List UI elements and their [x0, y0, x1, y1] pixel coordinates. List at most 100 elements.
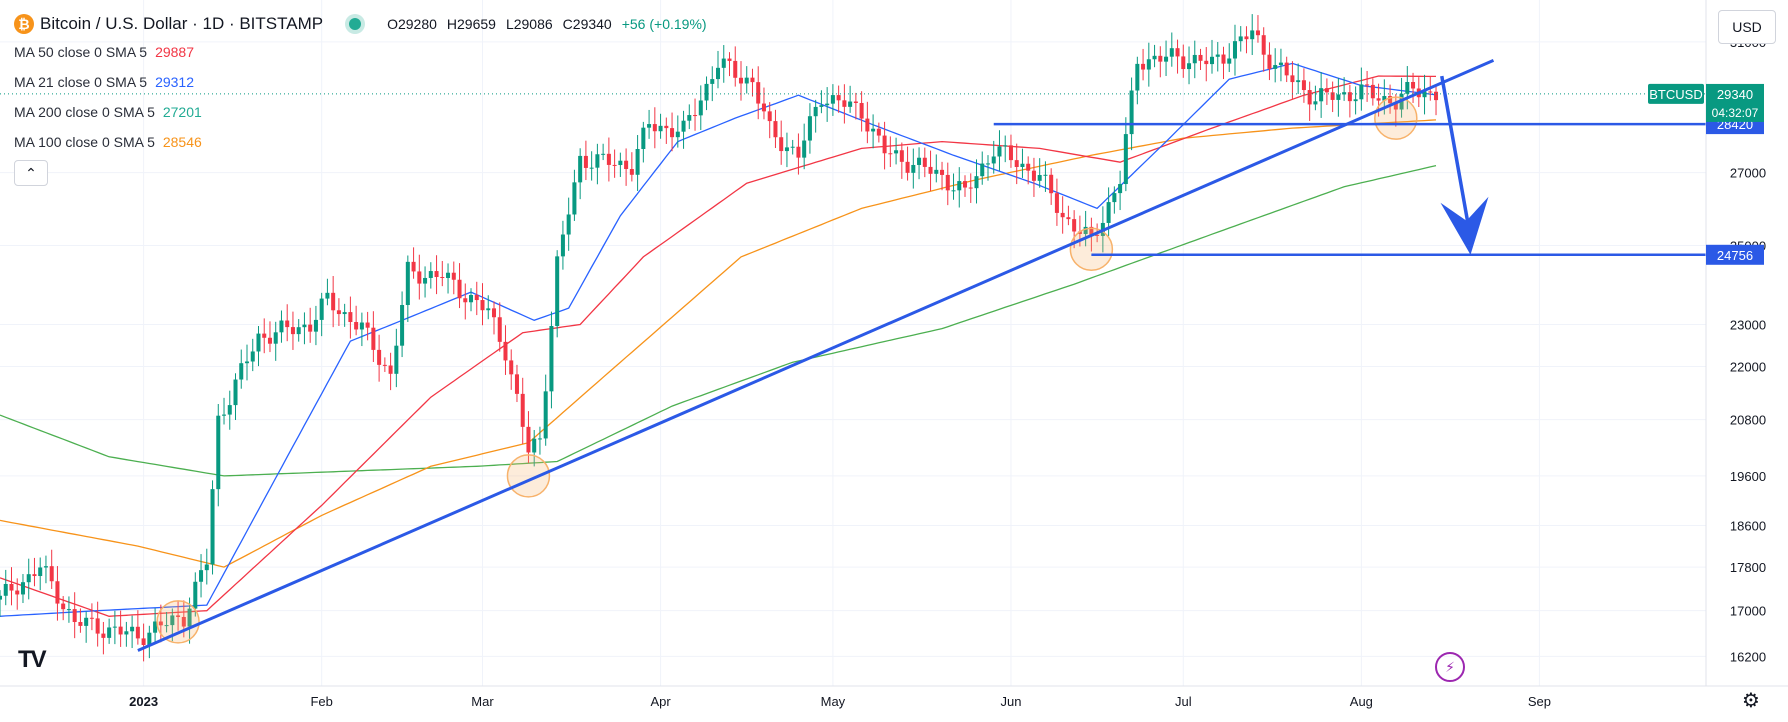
- gear-icon[interactable]: ⚙: [1742, 690, 1760, 712]
- candle: [38, 557, 43, 591]
- x-tick-label: May: [821, 694, 846, 709]
- candle: [1192, 40, 1197, 79]
- candle: [491, 301, 497, 335]
- candle: [66, 596, 71, 623]
- candle: [331, 276, 336, 328]
- market-open-icon: [349, 18, 362, 30]
- candle: [784, 132, 789, 168]
- legend-label: MA 200 close 0 SMA 5: [14, 104, 155, 120]
- legend-ma21[interactable]: MA 21 close 0 SMA 5 29312: [14, 74, 194, 90]
- ma50-path: [0, 75, 1436, 617]
- x-tick-label: Mar: [471, 694, 494, 709]
- candle: [1123, 117, 1128, 192]
- candle: [687, 104, 692, 130]
- candle: [968, 173, 973, 203]
- drawings: [0, 58, 1706, 652]
- lightning-icon[interactable]: ⚡: [1435, 652, 1465, 682]
- candle: [675, 115, 680, 148]
- change-value: +56 (+0.19%): [621, 16, 707, 32]
- candle: [1284, 56, 1289, 83]
- candle: [1232, 24, 1237, 76]
- x-tick-label: Apr: [650, 694, 671, 709]
- candle: [871, 114, 876, 149]
- candle: [560, 220, 565, 270]
- candle: [721, 45, 726, 83]
- candle: [1141, 48, 1146, 81]
- candle: [1411, 72, 1416, 103]
- candle: [1215, 42, 1220, 72]
- candle: [543, 374, 548, 446]
- candle: [853, 92, 858, 120]
- candle: [112, 610, 117, 645]
- grid: [0, 0, 1706, 686]
- candle: [848, 85, 853, 113]
- ma-100-line: [0, 119, 1437, 568]
- chevron-up-icon: ⌃: [25, 164, 37, 181]
- candle: [1301, 68, 1306, 103]
- candle: [417, 254, 422, 300]
- candle: [1169, 32, 1174, 67]
- candle: [750, 68, 755, 97]
- candle: [486, 295, 491, 320]
- candle: [1008, 134, 1013, 168]
- candle: [807, 103, 812, 154]
- candle: [761, 87, 766, 120]
- candle: [1347, 84, 1352, 118]
- candle: [796, 133, 801, 175]
- candle: [1307, 81, 1312, 121]
- candle: [664, 117, 669, 144]
- candle: [698, 85, 703, 131]
- level-label: 24756: [1717, 248, 1753, 263]
- candle: [89, 603, 94, 631]
- candle: [176, 600, 181, 631]
- candle: [313, 305, 318, 346]
- collapse-legend-button[interactable]: ⌃: [14, 160, 48, 186]
- candle: [101, 621, 106, 655]
- candle: [595, 143, 600, 185]
- symbol-title[interactable]: Bitcoin / U.S. Dollar · 1D · BITSTAMP: [40, 14, 324, 33]
- candle: [1026, 156, 1031, 185]
- candle: [354, 305, 359, 336]
- legend-ma100[interactable]: MA 100 close 0 SMA 5 28546: [14, 134, 202, 150]
- y-tick-label: 27000: [1730, 166, 1766, 181]
- candle: [1135, 56, 1140, 105]
- legend-value: 29887: [155, 44, 195, 60]
- candle: [779, 120, 784, 165]
- currency-button[interactable]: USD: [1718, 10, 1776, 44]
- candle: [400, 291, 405, 358]
- open-value: O29280: [387, 16, 437, 32]
- candle: [1434, 85, 1439, 116]
- legend-ma200[interactable]: MA 200 close 0 SMA 5 27201: [14, 104, 202, 120]
- candle: [951, 173, 956, 200]
- candle: [244, 344, 250, 381]
- candle: [250, 338, 255, 372]
- ma100-path: [0, 119, 1437, 568]
- candle: [210, 480, 215, 575]
- candle: [618, 152, 623, 177]
- candle: [428, 262, 433, 289]
- legend-ma50[interactable]: MA 50 close 0 SMA 5 29887: [14, 44, 194, 60]
- candle: [842, 84, 847, 124]
- candle: [1158, 46, 1163, 78]
- candle: [629, 152, 634, 182]
- tradingview-logo[interactable]: TV: [18, 646, 47, 673]
- candle: [290, 311, 295, 350]
- candle: [32, 557, 37, 587]
- ma-200-line: [0, 164, 1437, 477]
- x-tick-label: Aug: [1350, 694, 1373, 709]
- candle: [434, 255, 439, 295]
- candle: [1388, 84, 1393, 114]
- candle: [204, 548, 209, 585]
- candle: [945, 162, 950, 206]
- candle: [911, 148, 916, 189]
- candle: [480, 283, 485, 326]
- legend-value: 27201: [162, 104, 202, 120]
- candle: [917, 147, 922, 180]
- candle: [262, 318, 267, 354]
- candle: [107, 618, 112, 644]
- candle: [704, 76, 709, 111]
- y-tick-label: 17800: [1730, 560, 1766, 575]
- candle: [141, 623, 146, 662]
- candle: [876, 122, 881, 143]
